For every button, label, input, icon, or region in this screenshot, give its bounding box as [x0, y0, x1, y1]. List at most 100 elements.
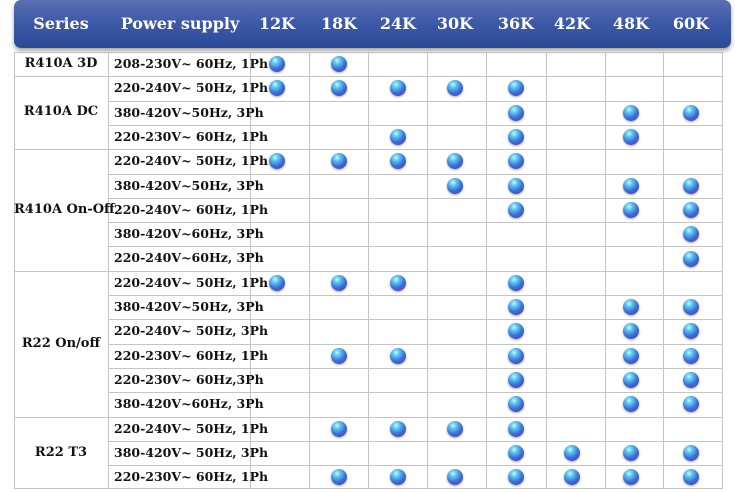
- row-divider: [108, 100, 722, 102]
- power-supply-cell: 220-230V~ 60Hz, 1Ph: [114, 347, 269, 363]
- availability-dot-48k: [623, 396, 639, 413]
- header-capacity-24k: 24K: [379, 14, 417, 33]
- availability-dot-18k: [331, 56, 347, 73]
- power-supply-cell: 220-240V~ 50Hz, 3Ph: [114, 323, 269, 339]
- availability-dot-18k: [331, 274, 347, 291]
- row-divider: [108, 295, 722, 296]
- availability-dot-36k: [508, 396, 524, 413]
- power-supply-cell: 220-240V~ 50Hz, 1Ph: [114, 420, 269, 436]
- availability-dot-60k: [683, 396, 699, 413]
- availability-dot-60k: [683, 250, 699, 267]
- availability-dot-48k: [623, 347, 639, 364]
- availability-dot-30k: [447, 80, 463, 97]
- table-row: 380-420V~ 50Hz, 3Ph: [108, 441, 722, 465]
- header-capacity-30k: 30K: [436, 14, 474, 33]
- availability-dot-48k: [623, 129, 639, 146]
- row-divider: [108, 440, 722, 442]
- availability-dot-30k: [447, 420, 463, 437]
- availability-dot-18k: [331, 469, 347, 486]
- availability-dot-12k: [269, 153, 285, 170]
- header-capacity-18k: 18K: [320, 14, 358, 33]
- power-supply-cell: 208-230V~ 60Hz, 1Ph: [114, 56, 269, 71]
- header-capacity-48k: 48K: [612, 14, 650, 33]
- group-divider: [14, 76, 722, 78]
- header-capacity-60k: 60K: [672, 14, 710, 33]
- availability-dot-24k: [390, 469, 406, 486]
- power-supply-cell: 380-420V~50Hz, 3Ph: [114, 104, 264, 120]
- header-capacity-36k: 36K: [497, 14, 535, 33]
- series-label: R410A On-Off: [14, 202, 115, 218]
- row-divider: [108, 319, 722, 321]
- availability-dot-42k: [564, 444, 580, 461]
- availability-dot-30k: [447, 153, 463, 170]
- availability-dot-60k: [683, 469, 699, 486]
- group-divider: [14, 270, 722, 272]
- availability-dot-60k: [683, 372, 699, 389]
- header-power-supply: Power supply: [120, 14, 240, 33]
- availability-dot-60k: [683, 323, 699, 340]
- availability-dot-48k: [623, 104, 639, 121]
- table-row: 220-240V~ 50Hz, 1Ph: [108, 417, 722, 441]
- power-supply-cell: 380-420V~50Hz, 3Ph: [114, 177, 264, 193]
- availability-dot-36k: [508, 469, 524, 486]
- group-divider: [14, 52, 722, 53]
- row-divider: [108, 367, 722, 369]
- availability-table: 208-230V~ 60Hz, 1Ph R410A 3D 220-240V~ 50H…: [14, 52, 723, 490]
- availability-dot-12k: [269, 80, 285, 97]
- availability-dot-60k: [683, 299, 699, 316]
- power-supply-cell: 380-420V~ 50Hz, 3Ph: [114, 444, 269, 460]
- availability-dot-24k: [390, 129, 406, 146]
- availability-dot-36k: [508, 80, 524, 97]
- row-divider: [108, 124, 722, 126]
- availability-dot-48k: [623, 469, 639, 486]
- availability-dot-60k: [683, 226, 699, 243]
- table-row: 220-240V~ 50Hz, 1Ph: [108, 149, 722, 173]
- availability-dot-48k: [623, 372, 639, 389]
- table-row: 220-230V~ 60Hz, 1Ph: [108, 125, 722, 149]
- table-bottom-border: [14, 488, 722, 490]
- row-divider: [108, 343, 722, 345]
- table-row: 380-420V~60Hz, 3Ph: [108, 392, 722, 416]
- availability-dot-60k: [683, 201, 699, 218]
- availability-dot-30k: [447, 469, 463, 486]
- availability-dot-48k: [623, 201, 639, 218]
- table-row: 220-240V~ 50Hz, 1Ph: [108, 271, 722, 295]
- header-capacity-42k: 42K: [553, 14, 591, 33]
- availability-dot-36k: [508, 201, 524, 218]
- table-row: 220-240V~ 60Hz, 1Ph: [108, 198, 722, 222]
- availability-dot-24k: [390, 80, 406, 97]
- availability-dot-48k: [623, 177, 639, 194]
- availability-dot-60k: [683, 444, 699, 461]
- table-row: 380-420V~50Hz, 3Ph: [108, 101, 722, 125]
- row-divider: [108, 392, 722, 394]
- availability-dot-60k: [683, 104, 699, 121]
- availability-dot-30k: [447, 177, 463, 194]
- availability-dot-12k: [269, 274, 285, 291]
- row-divider: [108, 197, 722, 199]
- availability-dot-48k: [623, 444, 639, 461]
- availability-dot-18k: [331, 347, 347, 364]
- power-supply-cell: 220-230V~ 60Hz, 1Ph: [114, 469, 269, 485]
- availability-dot-36k: [508, 372, 524, 389]
- table-row: 220-240V~ 50Hz, 3Ph: [108, 319, 722, 343]
- power-supply-cell: 380-420V~50Hz, 3Ph: [114, 299, 264, 314]
- table-row: 220-230V~ 60Hz, 1Ph: [108, 344, 722, 368]
- availability-dot-36k: [508, 274, 524, 291]
- availability-dot-36k: [508, 129, 524, 146]
- power-supply-cell: 220-230V~ 60Hz,3Ph: [114, 371, 264, 387]
- availability-dot-18k: [331, 420, 347, 437]
- header-capacity-12k: 12K: [258, 14, 296, 33]
- series-label: R22 T3: [34, 444, 88, 460]
- availability-dot-12k: [269, 56, 285, 73]
- availability-dot-36k: [508, 153, 524, 170]
- row-divider: [108, 222, 722, 224]
- header-series: Series: [33, 14, 89, 33]
- availability-dot-36k: [508, 323, 524, 340]
- series-label: R410A 3D: [24, 56, 98, 71]
- availability-dot-48k: [623, 299, 639, 316]
- power-supply-cell: 220-240V~60Hz, 3Ph: [114, 250, 264, 266]
- availability-dot-60k: [683, 347, 699, 364]
- table-header: Series Power supply 12K 18K 24K 30K 36K 42K 48…: [14, 0, 731, 48]
- grid-vline: [722, 52, 723, 490]
- availability-dot-36k: [508, 299, 524, 316]
